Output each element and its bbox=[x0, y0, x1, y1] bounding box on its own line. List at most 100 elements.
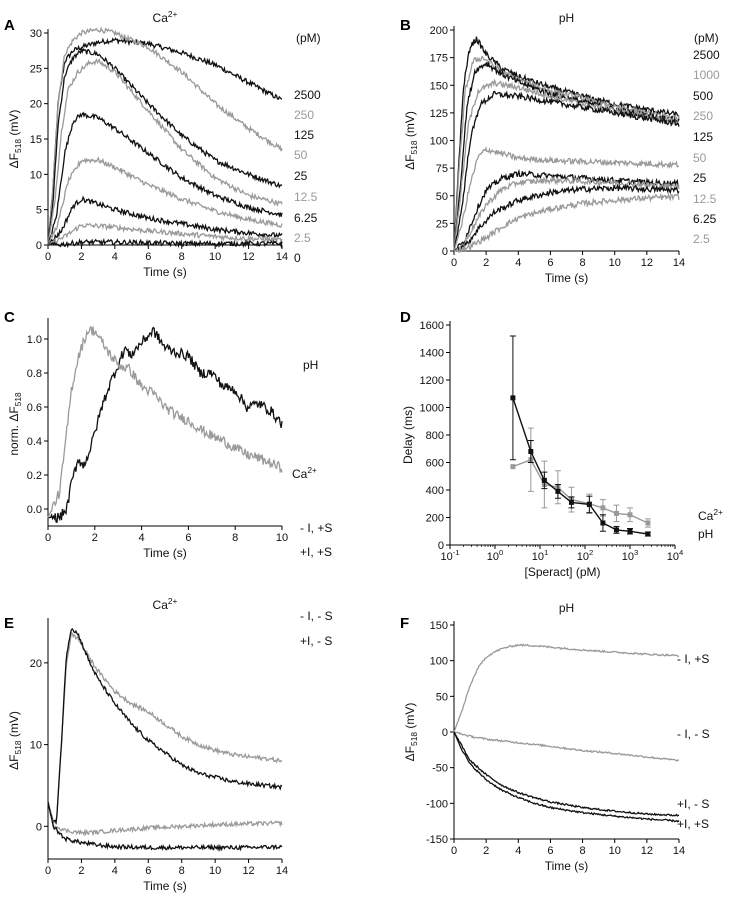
series-line-125 bbox=[453, 90, 680, 252]
x-tick-label: 8 bbox=[232, 532, 238, 544]
x-tick-label: 12 bbox=[242, 865, 254, 877]
y-tick-label: 50 bbox=[436, 191, 448, 203]
data-point bbox=[555, 488, 561, 494]
y-tick-label: 15 bbox=[30, 134, 42, 146]
y-tick-label: 200 bbox=[426, 513, 444, 525]
series-line--i-s bbox=[47, 801, 283, 837]
legend-title: (pM) bbox=[694, 31, 719, 45]
x-tick-label: 8 bbox=[580, 845, 586, 857]
y-tick-label: -100 bbox=[426, 798, 448, 810]
legend-title: (pM) bbox=[296, 31, 321, 45]
data-point bbox=[600, 505, 606, 511]
series-line-50 bbox=[453, 146, 679, 252]
series-line--i-s bbox=[47, 801, 283, 852]
x-tick-label: 4 bbox=[112, 251, 118, 263]
panel-label-d: D bbox=[400, 309, 411, 326]
x-tick-label: 0 bbox=[45, 532, 51, 544]
y-tick-label: 1000 bbox=[420, 403, 444, 415]
series-line-25 bbox=[453, 168, 680, 252]
x-tick-label: 8 bbox=[580, 257, 586, 269]
x-axis-label: Time (s) bbox=[545, 271, 589, 285]
series-line-125 bbox=[47, 46, 283, 246]
x-tick-label: 8 bbox=[179, 251, 185, 263]
series-line-2.5 bbox=[453, 191, 680, 254]
y-axis-label: ΔF518 (mV) bbox=[403, 111, 419, 170]
series-line-6.25 bbox=[47, 195, 283, 246]
series-line-ca2- bbox=[47, 326, 283, 518]
panel-c: C 0.0 0.2 0.4 0.6 0.8 1.0 bbox=[4, 309, 283, 530]
x-tick-label: 4 bbox=[515, 845, 521, 857]
panel-b: B 0 25 50 75 100 125 150 175 200 (pM) bbox=[400, 17, 719, 258]
y-tick-label: 0.4 bbox=[27, 436, 42, 448]
legend-label: pH bbox=[698, 527, 713, 541]
legend-label: 125 bbox=[294, 128, 314, 142]
legend-label: 6.25 bbox=[693, 212, 717, 226]
y-tick-label: 0.8 bbox=[27, 368, 42, 380]
y-tick-label: 0.6 bbox=[27, 402, 42, 414]
x-tick-label: 103 bbox=[622, 548, 639, 563]
chart-title: pH bbox=[559, 11, 574, 25]
legend-label: Ca2+ bbox=[698, 507, 723, 523]
x-tick-label: 104 bbox=[667, 548, 684, 563]
series-line-50 bbox=[47, 57, 283, 246]
legend-label: 2.5 bbox=[294, 231, 311, 245]
data-point bbox=[528, 449, 534, 454]
y-tick-label: 0 bbox=[442, 727, 448, 739]
series-line-25 bbox=[47, 111, 283, 246]
chart-title: Ca2+ bbox=[153, 9, 178, 25]
x-tick-label: 6 bbox=[547, 845, 553, 857]
y-tick-label: 100 bbox=[430, 136, 448, 148]
series-line-6.25 bbox=[453, 183, 680, 253]
y-tick-label: 0 bbox=[36, 240, 42, 252]
y-tick-label: 150 bbox=[430, 80, 448, 92]
x-axis-label: Time (s) bbox=[143, 546, 187, 560]
y-tick-label: 30 bbox=[30, 28, 42, 40]
x-axis-label: Time (s) bbox=[143, 879, 187, 893]
legend-label: 12.5 bbox=[693, 192, 717, 206]
x-tick-label: 6 bbox=[145, 251, 151, 263]
legend-label: 25 bbox=[693, 171, 707, 185]
legend-label: +I, - S bbox=[300, 634, 332, 648]
panel-label-a: A bbox=[4, 17, 15, 34]
legend-label: - I, +S bbox=[300, 521, 332, 535]
data-point bbox=[600, 520, 606, 526]
x-tick-label: 6 bbox=[185, 532, 191, 544]
chart-title: pH bbox=[559, 601, 574, 615]
series-line-1000 bbox=[453, 55, 680, 252]
y-tick-label: 75 bbox=[436, 163, 448, 175]
series-line--i-s bbox=[47, 631, 283, 825]
x-tick-label: 2 bbox=[78, 251, 84, 263]
y-tick-label: 600 bbox=[426, 458, 444, 470]
y-tick-label: 20 bbox=[30, 658, 42, 670]
series-line-2500 bbox=[47, 36, 283, 246]
data-point bbox=[568, 499, 574, 505]
x-tick-label: 4 bbox=[515, 257, 521, 269]
x-tick-label: 4 bbox=[139, 532, 145, 544]
x-tick-label: 10 bbox=[209, 865, 221, 877]
x-tick-label: 12 bbox=[641, 257, 653, 269]
series-line--i-s bbox=[453, 731, 680, 762]
data-point bbox=[510, 464, 516, 470]
x-tick-label: 10 bbox=[209, 251, 221, 263]
y-tick-label: 100 bbox=[430, 656, 448, 668]
series-line-250 bbox=[47, 26, 283, 246]
data-point bbox=[627, 528, 633, 534]
y-tick-label: 150 bbox=[430, 620, 448, 632]
legend-label: 25 bbox=[294, 169, 308, 183]
series-line--i-s bbox=[453, 731, 679, 817]
panel-f: F -150 -100 -50 0 50 100 150 bbox=[400, 615, 680, 846]
data-point bbox=[586, 501, 592, 507]
y-tick-label: 5 bbox=[36, 205, 42, 217]
y-tick-label: 200 bbox=[430, 25, 448, 37]
y-tick-label: -50 bbox=[432, 763, 448, 775]
series-line-ph bbox=[512, 397, 649, 535]
series-line--i-s bbox=[453, 731, 680, 823]
series-line-ca2- bbox=[512, 458, 649, 524]
y-tick-label: 0 bbox=[36, 821, 42, 833]
y-tick-label: -150 bbox=[426, 834, 448, 846]
y-tick-label: 0 bbox=[438, 540, 444, 552]
y-tick-label: 0 bbox=[442, 246, 448, 258]
x-tick-label: 14 bbox=[276, 251, 288, 263]
panel-label-f: F bbox=[400, 615, 409, 632]
legend-label: 250 bbox=[294, 108, 314, 122]
